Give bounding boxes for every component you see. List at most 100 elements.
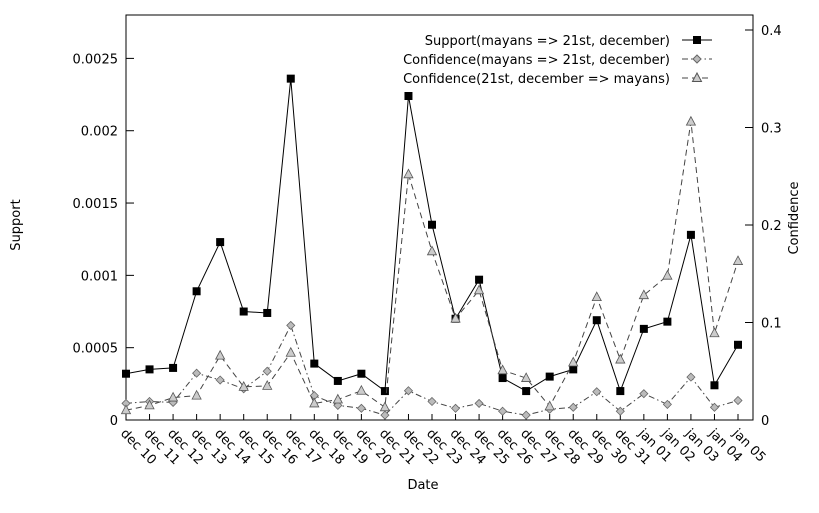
data-point-square bbox=[663, 317, 672, 326]
left-axis-title: Support bbox=[9, 199, 24, 250]
data-point-diamond bbox=[474, 398, 484, 408]
data-point-square bbox=[239, 307, 248, 316]
data-point-diamond bbox=[498, 406, 508, 416]
data-point-triangle bbox=[214, 349, 226, 360]
data-point-square bbox=[380, 387, 389, 396]
data-point-square bbox=[498, 374, 507, 383]
data-point-diamond bbox=[686, 372, 696, 382]
left-tick-label: 0.0005 bbox=[73, 342, 119, 357]
data-point-diamond bbox=[262, 366, 272, 376]
data-point-triangle bbox=[379, 401, 391, 412]
right-tick-label: 0.1 bbox=[761, 317, 782, 332]
data-point-triangle bbox=[238, 380, 249, 391]
data-point-square bbox=[169, 363, 178, 372]
series-2 bbox=[121, 320, 743, 420]
data-point-triangle bbox=[403, 168, 414, 179]
series-line bbox=[125, 78, 739, 393]
data-point-triangle bbox=[473, 284, 485, 295]
series-3 bbox=[120, 115, 744, 415]
data-point-triangle bbox=[568, 356, 579, 367]
legend-marker bbox=[691, 71, 703, 82]
data-point-square bbox=[734, 340, 742, 349]
data-point-triangle bbox=[497, 364, 508, 375]
data-point-triangle bbox=[544, 400, 555, 411]
left-tick-label: 0.0015 bbox=[73, 197, 119, 212]
data-point-triangle bbox=[144, 399, 155, 410]
legend: Support(mayans => 21st, december) Confide… bbox=[403, 34, 712, 87]
data-point-triangle bbox=[191, 389, 202, 400]
data-point-triangle bbox=[332, 393, 344, 404]
data-point-diamond bbox=[403, 386, 414, 396]
data-point-triangle bbox=[309, 397, 320, 408]
series-1 bbox=[122, 74, 742, 396]
left-tick-label: 0.0025 bbox=[73, 52, 119, 67]
plot-frame bbox=[125, 14, 754, 421]
data-point-square bbox=[404, 92, 413, 100]
data-point-square bbox=[263, 308, 272, 317]
data-point-triangle bbox=[262, 380, 273, 390]
legend-marker bbox=[692, 54, 702, 64]
data-point-triangle bbox=[426, 245, 438, 256]
legend-marker bbox=[693, 36, 701, 44]
data-point-diamond bbox=[709, 402, 720, 412]
data-point-square bbox=[192, 287, 201, 296]
data-point-square bbox=[592, 316, 601, 325]
series-line bbox=[125, 121, 739, 411]
data-point-diamond bbox=[662, 399, 672, 409]
right-tick-label: 0.2 bbox=[761, 219, 782, 234]
data-point-triangle bbox=[285, 346, 296, 357]
data-point-diamond bbox=[568, 402, 578, 412]
data-point-diamond bbox=[192, 368, 202, 378]
data-point-triangle bbox=[638, 289, 650, 300]
right-axis-ticks: 0 0.1 0.2 0.3 0.4 bbox=[745, 24, 782, 429]
series-layer bbox=[120, 74, 744, 420]
data-point-square bbox=[569, 365, 578, 374]
right-axis-title: Confidence bbox=[787, 181, 802, 254]
left-tick-label: 0.001 bbox=[81, 269, 118, 284]
data-point-triangle bbox=[450, 312, 461, 323]
data-point-triangle bbox=[591, 291, 602, 302]
right-tick-label: 0.4 bbox=[761, 24, 782, 39]
data-point-square bbox=[122, 369, 130, 378]
data-point-diamond bbox=[427, 396, 437, 407]
data-point-square bbox=[616, 387, 625, 396]
data-point-square bbox=[286, 74, 295, 83]
legend-label: Confidence(mayans => 21st, december) bbox=[403, 53, 670, 68]
data-point-diamond bbox=[286, 320, 296, 330]
data-point-square bbox=[522, 387, 531, 396]
data-point-triangle bbox=[167, 391, 179, 402]
data-point-triangle bbox=[356, 384, 367, 395]
data-point-triangle bbox=[709, 327, 720, 338]
legend-label: Support(mayans => 21st, december) bbox=[425, 34, 670, 49]
right-tick-label: 0.3 bbox=[761, 122, 782, 137]
x-axis-title: Date bbox=[407, 478, 438, 493]
data-point-triangle bbox=[120, 404, 132, 415]
data-point-triangle bbox=[662, 269, 673, 280]
data-point-square bbox=[545, 372, 554, 381]
data-point-diamond bbox=[521, 410, 531, 420]
data-point-diamond bbox=[592, 387, 602, 397]
data-point-square bbox=[145, 365, 154, 374]
data-point-square bbox=[428, 220, 436, 229]
data-point-triangle bbox=[732, 255, 744, 265]
data-point-diamond bbox=[380, 410, 390, 420]
right-tick-label: 0 bbox=[761, 414, 769, 429]
data-point-triangle bbox=[615, 353, 626, 364]
data-point-square bbox=[310, 359, 319, 368]
data-point-diamond bbox=[615, 406, 625, 416]
left-tick-label: 0 bbox=[110, 414, 118, 429]
data-point-diamond bbox=[215, 375, 225, 385]
data-point-diamond bbox=[356, 403, 366, 413]
data-point-square bbox=[639, 324, 648, 333]
data-point-triangle bbox=[520, 372, 532, 382]
data-point-square bbox=[686, 230, 695, 239]
data-point-square bbox=[216, 238, 225, 247]
data-point-square bbox=[357, 369, 366, 378]
data-point-square bbox=[333, 376, 342, 385]
data-point-diamond bbox=[450, 403, 461, 413]
data-point-square bbox=[475, 275, 484, 284]
plot-border bbox=[125, 14, 754, 421]
left-axis-ticks: 0 0.0005 0.001 0.0015 0.002 0.0025 bbox=[73, 52, 134, 429]
